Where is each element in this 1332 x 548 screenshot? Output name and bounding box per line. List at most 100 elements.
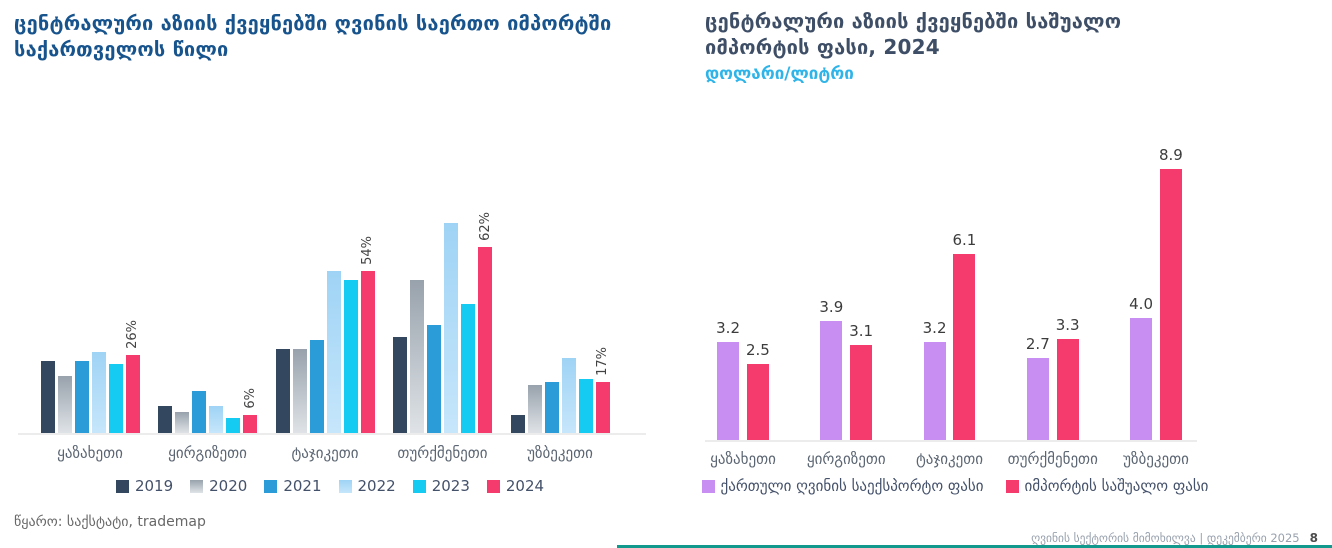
- category-label: ყირგიზეთი: [806, 450, 886, 468]
- legend-item: 2019: [115, 477, 173, 495]
- bar-group-3: 3.2 6.1: [919, 231, 981, 440]
- bar-wrap: [74, 361, 89, 433]
- bar-იმპორტის საშუალო ფასი: [850, 345, 873, 440]
- value-label-rotated: 26%: [125, 320, 140, 349]
- category-label: ყირგიზეთი: [168, 444, 247, 462]
- bar-2021: [74, 361, 89, 433]
- legend-label: 2020: [209, 477, 248, 495]
- bar-2021: [192, 391, 206, 433]
- bar-2023: [226, 418, 240, 433]
- legend-label: 2022: [357, 477, 396, 495]
- legend-swatch: [486, 479, 500, 493]
- category-label: თურქმენეთი: [1007, 450, 1098, 468]
- bar-wrap: 3.1: [849, 322, 873, 440]
- bar-2023: [461, 304, 475, 433]
- legend-swatch: [412, 479, 426, 493]
- bar-group-4: 2.7 3.3: [1022, 316, 1084, 440]
- bar-იმპორტის საშუალო ფასი: [1056, 339, 1079, 440]
- value-label: 6.1: [952, 231, 977, 249]
- bar-wrap: [91, 352, 106, 433]
- bar-იმპორტის საშუალო ფასი: [953, 254, 976, 440]
- value-label: 8.9: [1159, 146, 1183, 164]
- bar-იმპორტის საშუალო ფასი: [1159, 169, 1182, 440]
- right-chart-plot: 3.2 2.5 3.9 3.1 3.2 6.1 2.7 3.3 4.0 8.9: [712, 135, 1187, 440]
- bar-ქართული ღვინის საექსპორტო ფასი: [820, 321, 843, 440]
- legend-item: იმპორტის საშუალო ფასი: [1005, 477, 1208, 495]
- bar-2019: [40, 361, 55, 433]
- bar-wrap: 8.9: [1159, 146, 1183, 440]
- legend-label: 2024: [505, 477, 545, 495]
- bar-group-5: 17%: [510, 347, 610, 433]
- bar-group-4: 62%: [393, 212, 493, 433]
- bar-2019: [158, 406, 172, 433]
- bar-2022: [209, 406, 223, 433]
- bar-wrap: 2.7: [1026, 335, 1050, 440]
- bar-wrap: 54%: [360, 236, 375, 433]
- value-label: 3.2: [716, 319, 740, 337]
- legend-swatch: [701, 479, 715, 493]
- bar-group-1: 3.2 2.5: [712, 319, 774, 440]
- legend-item: 2023: [412, 477, 470, 495]
- bar-2023: [578, 379, 593, 433]
- value-label: 2.7: [1025, 335, 1050, 353]
- bar-wrap: 4.0: [1129, 295, 1153, 440]
- bar-wrap: [158, 406, 172, 433]
- bar-2024: [243, 415, 257, 433]
- bar-group-2: 3.9 3.1: [815, 298, 877, 440]
- bar-2020: [527, 385, 542, 433]
- bar-group-3: 54%: [275, 236, 375, 433]
- bottom-accent-bar: [617, 545, 1332, 548]
- bar-2022: [326, 271, 341, 433]
- bar-wrap: [108, 364, 123, 433]
- legend-item: 2021: [264, 477, 322, 495]
- value-label: 2.5: [746, 341, 770, 359]
- category-label: ყაზახეთი: [57, 444, 123, 462]
- bar-ქართული ღვინის საექსპორტო ფასი: [717, 342, 740, 440]
- category-label: თურქმენეთი: [397, 444, 488, 462]
- bar-wrap: 3.9: [819, 298, 843, 440]
- bar-2021: [309, 340, 324, 433]
- bar-2024: [125, 355, 140, 433]
- right-chart-category-labels: ყაზახეთი ყირგიზეთი ტაჯიკეთი თურქმენეთი უზბეკ…: [710, 450, 1189, 468]
- legend-swatch: [338, 479, 352, 493]
- bar-იმპორტის საშუალო ფასი: [746, 364, 769, 440]
- bar-wrap: [226, 418, 240, 433]
- bar-group-5: 4.0 8.9: [1125, 146, 1187, 440]
- bar-ქართული ღვინის საექსპორტო ფასი: [1026, 358, 1049, 440]
- bar-2021: [544, 382, 559, 433]
- bar-2024: [360, 271, 375, 433]
- left-chart-legend: 2019 2020 2021 2022 2023 2024: [20, 477, 640, 495]
- legend-item: 2022: [338, 477, 396, 495]
- value-label: 4.0: [1129, 295, 1153, 313]
- legend-item: 2020: [190, 477, 247, 495]
- value-label: 3.9: [819, 298, 844, 316]
- category-label: ტაჯიკეთი: [291, 444, 359, 462]
- bar-wrap: [393, 337, 407, 433]
- bar-group-2: 6%: [158, 388, 258, 433]
- bar-2019: [393, 337, 407, 433]
- footer: ღვინის სექტორის მიმოხილვა | დეკემბერი 20…: [1031, 531, 1318, 545]
- legend-swatch: [190, 479, 204, 493]
- bar-wrap: [343, 280, 358, 433]
- bar-wrap: 3.2: [923, 319, 947, 440]
- bar-group-1: 26%: [40, 320, 140, 433]
- bar-wrap: 6%: [243, 388, 258, 433]
- bar-wrap: [427, 325, 441, 433]
- bar-wrap: [275, 349, 290, 433]
- bar-2019: [275, 349, 290, 433]
- bar-2020: [175, 412, 189, 433]
- bar-wrap: [292, 349, 307, 433]
- bar-2020: [410, 280, 424, 433]
- left-chart-category-labels: ყაზახეთი ყირგიზეთი ტაჯიკეთი თურქმენეთი უზბეკ…: [40, 444, 610, 462]
- bar-wrap: [192, 391, 206, 433]
- right-chart-axis-line: [705, 440, 1197, 442]
- bar-2021: [427, 325, 441, 433]
- value-label-rotated: 54%: [360, 236, 375, 265]
- bar-2024: [595, 382, 610, 433]
- bar-2023: [108, 364, 123, 433]
- source-note: წყარო: საქსტატი, trademap: [14, 514, 206, 530]
- legend-item: 2024: [486, 477, 545, 495]
- bar-wrap: [57, 376, 72, 433]
- bar-wrap: 26%: [125, 320, 140, 433]
- bar-ქართული ღვინის საექსპორტო ფასი: [923, 342, 946, 440]
